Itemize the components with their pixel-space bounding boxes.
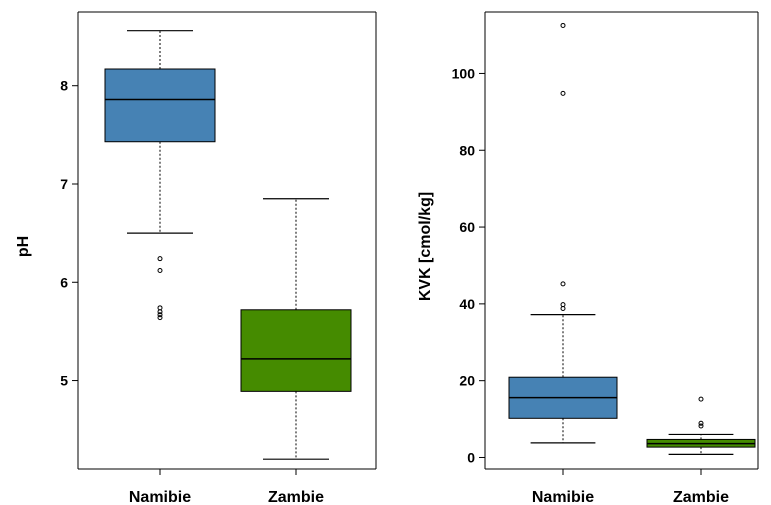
outlier-point [157,256,163,262]
outlier-point [157,305,163,311]
outlier-point [157,312,163,318]
y-tick-label: 5 [60,373,68,389]
iqr-box [104,68,216,143]
outlier-point [560,281,566,287]
x-category-label: Namibie [532,489,594,505]
x-category-label: Zambie [673,489,729,505]
outlier-point [560,305,566,311]
y-axis-title: pH [15,236,32,257]
y-tick-label: 8 [60,78,68,94]
outlier-point [157,315,163,321]
y-tick-label: 80 [459,142,475,158]
outlier-point [698,420,704,426]
x-category-label: Zambie [268,489,324,505]
outlier-point [560,90,566,96]
box-zambie [646,396,756,456]
outlier-point [698,396,704,402]
y-axis-title: KVK [cmol/kg] [417,192,434,301]
outlier-point [157,267,163,273]
y-tick-label: 20 [459,373,475,389]
y-tick-label: 0 [467,449,475,465]
chart-panel-1: 5 6 7 8 pH Namibie Zambie [15,11,377,505]
y-tick-label: 40 [459,296,475,312]
box-zambie [240,198,352,460]
outlier-point [560,22,566,28]
y-tick-label: 100 [452,65,476,81]
outlier-point [157,309,163,315]
y-tick-label: 6 [60,274,68,290]
box-namibie [508,22,618,444]
chart-panel-2: 0 20 40 60 80 100 KVK [cmol/kg] Namibie Zambie [417,11,759,505]
outlier-point [698,423,704,429]
box-namibie [104,30,216,321]
x-category-label: Namibie [129,489,191,505]
y-tick-label: 7 [60,176,68,192]
y-tick-label: 60 [459,219,475,235]
iqr-box [240,309,352,392]
